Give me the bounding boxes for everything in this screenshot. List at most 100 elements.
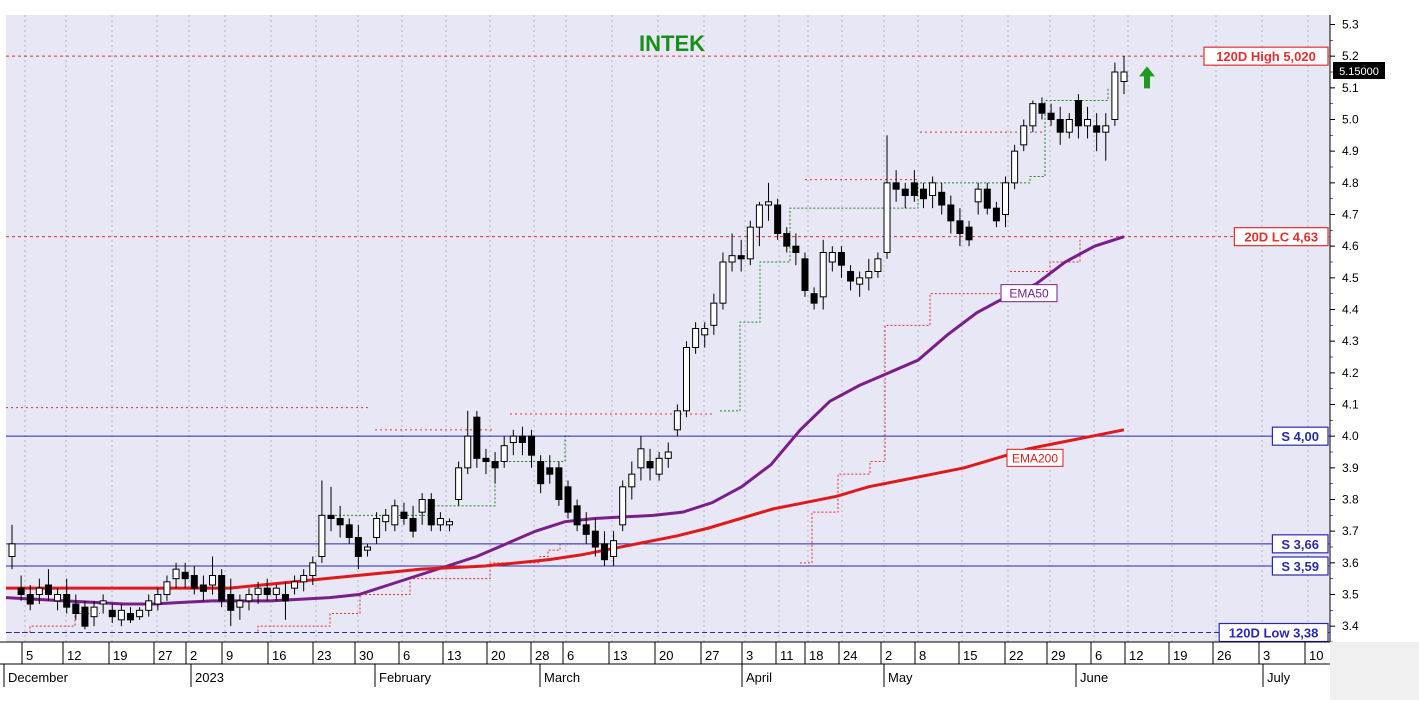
candle-body: [992, 207, 1000, 222]
candle-body: [783, 233, 791, 247]
candle-body: [336, 518, 344, 526]
level-label: S 4,00: [1281, 429, 1319, 444]
price-tick-label: 4.3: [1342, 334, 1359, 348]
candle-body: [856, 277, 864, 285]
candle-body: [628, 473, 636, 488]
candle-body: [281, 594, 289, 602]
date-tick-label: 20: [491, 648, 505, 663]
level-label-box: [1233, 227, 1329, 247]
candle-body: [655, 457, 663, 475]
date-tick-label: 11: [780, 648, 794, 663]
candle-body: [318, 514, 326, 557]
candle-body: [646, 461, 654, 469]
candle-body: [199, 584, 207, 592]
candle-body: [1102, 125, 1110, 133]
candle-body: [610, 540, 618, 558]
candle-body: [1029, 103, 1037, 127]
candle-body: [345, 524, 353, 538]
level-label-box: [1271, 534, 1329, 554]
candle-body: [919, 188, 927, 200]
trailing-stop-line: [1010, 239, 1081, 272]
date-tick-label: 13: [447, 648, 461, 663]
candle-body: [682, 347, 690, 412]
date-tick-label: 26: [1217, 648, 1231, 663]
price-tick-label: 4.2: [1342, 366, 1359, 380]
date-tick-label: 15: [963, 648, 977, 663]
candle-body: [938, 191, 946, 206]
axis-corner: [1330, 642, 1419, 700]
candle-body: [8, 543, 16, 557]
month-label: March: [544, 670, 580, 685]
candle-body: [272, 587, 280, 596]
level-label-box: [1271, 556, 1329, 576]
candle-body: [427, 499, 435, 526]
candle-body: [883, 182, 891, 253]
candle-body: [163, 581, 171, 595]
candle-body: [136, 609, 144, 618]
candle-body: [464, 435, 472, 469]
candle-body: [929, 182, 937, 196]
price-tick-label: 5.2: [1342, 49, 1359, 63]
date-tick-label: 13: [613, 648, 627, 663]
candle-body: [254, 587, 262, 596]
candle-body: [491, 461, 499, 469]
candle-body: [17, 587, 25, 596]
last-price-tag: [1333, 62, 1385, 79]
date-tick-label: 3: [1263, 648, 1270, 663]
candle-body: [555, 467, 563, 501]
candle-body: [1093, 125, 1101, 133]
candle-body: [619, 486, 627, 526]
candle-body: [126, 613, 134, 621]
candle-body: [291, 581, 299, 589]
price-tick-label: 3.4: [1342, 619, 1359, 633]
candle-body: [363, 546, 371, 551]
level-label-box: [1203, 46, 1329, 66]
candle-body: [774, 204, 782, 234]
price-tick-label: 4.7: [1342, 208, 1359, 222]
candle-body: [719, 261, 727, 304]
candle-body: [847, 271, 855, 282]
date-tick-label: 16: [272, 648, 286, 663]
candle-body: [582, 524, 590, 535]
candle-body: [901, 188, 909, 197]
candle-body: [974, 188, 982, 203]
price-tick-label: 4.4: [1342, 303, 1359, 317]
date-tick-label: 19: [113, 648, 127, 663]
candle-body: [573, 505, 581, 526]
price-tick-label: 4.1: [1342, 398, 1359, 412]
candle-body: [154, 594, 162, 605]
date-tick-label: 5: [26, 648, 33, 663]
ema-label-box: [1006, 448, 1064, 467]
candle-body: [837, 252, 845, 266]
candle-body: [500, 445, 508, 462]
price-tick-label: 4.9: [1342, 144, 1359, 158]
candle-body: [436, 518, 444, 526]
candle-body: [309, 562, 317, 576]
candle-body: [90, 606, 98, 618]
candle-body: [44, 584, 52, 595]
date-tick-label: 19: [1173, 648, 1187, 663]
date-tick-label: 10: [1309, 648, 1323, 663]
date-tick-label: 6: [403, 648, 410, 663]
candle-body: [455, 467, 463, 501]
month-label: July: [1267, 670, 1291, 685]
plot-area: [6, 15, 1330, 642]
candle-body: [263, 587, 271, 596]
price-tick-label: 5.1: [1342, 81, 1359, 95]
date-tick-label: 18: [809, 648, 823, 663]
price-tick-label: 3.7: [1342, 524, 1359, 538]
candle-body: [865, 271, 873, 279]
date-tick-label: 3: [746, 648, 753, 663]
candle-body: [35, 587, 43, 596]
candle-body: [391, 505, 399, 526]
candle-body: [910, 182, 918, 196]
candle-body: [218, 575, 226, 602]
date-tick-label: 27: [158, 648, 172, 663]
candle-body: [245, 594, 253, 602]
candle-body: [236, 600, 244, 608]
candle-body: [755, 204, 763, 228]
price-tick-label: 4.5: [1342, 271, 1359, 285]
candle-body: [746, 226, 754, 260]
price-tick-label: 5.3: [1342, 18, 1359, 32]
candle-body: [1065, 119, 1073, 133]
